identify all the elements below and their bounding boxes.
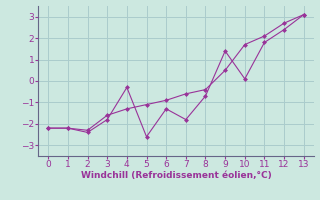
X-axis label: Windchill (Refroidissement éolien,°C): Windchill (Refroidissement éolien,°C) <box>81 171 271 180</box>
